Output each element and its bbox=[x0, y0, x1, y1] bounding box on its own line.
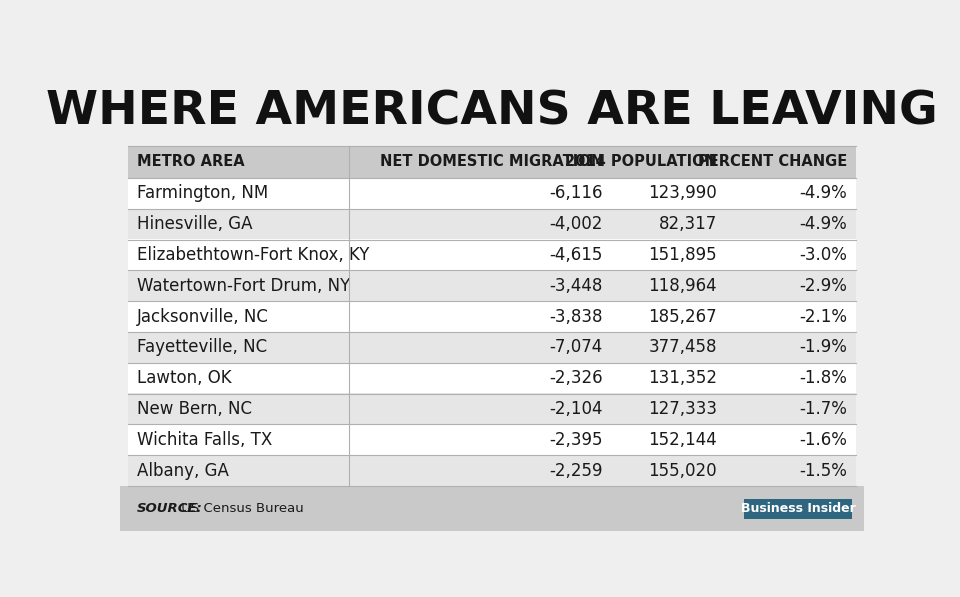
Text: -3,448: -3,448 bbox=[549, 276, 603, 295]
Text: Wichita Falls, TX: Wichita Falls, TX bbox=[137, 430, 273, 449]
Text: Albany, GA: Albany, GA bbox=[137, 461, 228, 479]
Text: Jacksonville, NC: Jacksonville, NC bbox=[137, 307, 269, 325]
Text: 151,895: 151,895 bbox=[648, 246, 717, 264]
Text: Farmington, NM: Farmington, NM bbox=[137, 184, 268, 202]
Text: -1.9%: -1.9% bbox=[799, 338, 847, 356]
Text: 185,267: 185,267 bbox=[648, 307, 717, 325]
Text: New Bern, NC: New Bern, NC bbox=[137, 400, 252, 418]
Text: -4.9%: -4.9% bbox=[799, 184, 847, 202]
Text: SOURCE:: SOURCE: bbox=[137, 502, 203, 515]
Text: 131,352: 131,352 bbox=[648, 369, 717, 387]
Text: -1.5%: -1.5% bbox=[799, 461, 847, 479]
Text: Fayetteville, NC: Fayetteville, NC bbox=[137, 338, 267, 356]
Text: 155,020: 155,020 bbox=[648, 461, 717, 479]
Text: -6,116: -6,116 bbox=[549, 184, 603, 202]
Text: -1.6%: -1.6% bbox=[799, 430, 847, 449]
Bar bbox=[128, 270, 856, 301]
Bar bbox=[128, 393, 856, 424]
Text: Watertown-Fort Drum, NY: Watertown-Fort Drum, NY bbox=[137, 276, 350, 295]
Text: -2,104: -2,104 bbox=[549, 400, 603, 418]
Text: -7,074: -7,074 bbox=[549, 338, 603, 356]
Text: METRO AREA: METRO AREA bbox=[137, 154, 245, 169]
Bar bbox=[128, 363, 856, 393]
Bar bbox=[128, 455, 856, 486]
Bar bbox=[744, 498, 852, 519]
Text: -2.9%: -2.9% bbox=[799, 276, 847, 295]
Text: -4,615: -4,615 bbox=[549, 246, 603, 264]
Text: -3,838: -3,838 bbox=[549, 307, 603, 325]
Text: -4.9%: -4.9% bbox=[799, 215, 847, 233]
Bar bbox=[128, 424, 856, 455]
Text: Elizabethtown-Fort Knox, KY: Elizabethtown-Fort Knox, KY bbox=[137, 246, 370, 264]
Text: 2014 POPULATION: 2014 POPULATION bbox=[564, 154, 717, 169]
Text: Business Insider: Business Insider bbox=[741, 502, 855, 515]
Text: -2,259: -2,259 bbox=[549, 461, 603, 479]
Text: Lawton, OK: Lawton, OK bbox=[137, 369, 231, 387]
Bar bbox=[120, 486, 864, 531]
Text: -1.7%: -1.7% bbox=[799, 400, 847, 418]
Text: -2,326: -2,326 bbox=[549, 369, 603, 387]
Bar bbox=[128, 301, 856, 332]
Text: 377,458: 377,458 bbox=[648, 338, 717, 356]
Text: 118,964: 118,964 bbox=[648, 276, 717, 295]
Bar bbox=[128, 146, 856, 178]
Text: PERCENT CHANGE: PERCENT CHANGE bbox=[698, 154, 847, 169]
Text: -4,002: -4,002 bbox=[549, 215, 603, 233]
Text: 123,990: 123,990 bbox=[648, 184, 717, 202]
Text: 152,144: 152,144 bbox=[648, 430, 717, 449]
Text: US Census Bureau: US Census Bureau bbox=[178, 502, 304, 515]
Text: -2,395: -2,395 bbox=[549, 430, 603, 449]
Text: NET DOMESTIC MIGRATION: NET DOMESTIC MIGRATION bbox=[380, 154, 603, 169]
Text: 127,333: 127,333 bbox=[648, 400, 717, 418]
Text: -1.8%: -1.8% bbox=[799, 369, 847, 387]
Text: 82,317: 82,317 bbox=[659, 215, 717, 233]
Bar bbox=[128, 178, 856, 209]
Text: -3.0%: -3.0% bbox=[799, 246, 847, 264]
Bar bbox=[128, 209, 856, 239]
Bar bbox=[128, 332, 856, 363]
Text: -2.1%: -2.1% bbox=[799, 307, 847, 325]
Text: Hinesville, GA: Hinesville, GA bbox=[137, 215, 252, 233]
Bar bbox=[128, 239, 856, 270]
Text: WHERE AMERICANS ARE LEAVING: WHERE AMERICANS ARE LEAVING bbox=[46, 89, 938, 134]
